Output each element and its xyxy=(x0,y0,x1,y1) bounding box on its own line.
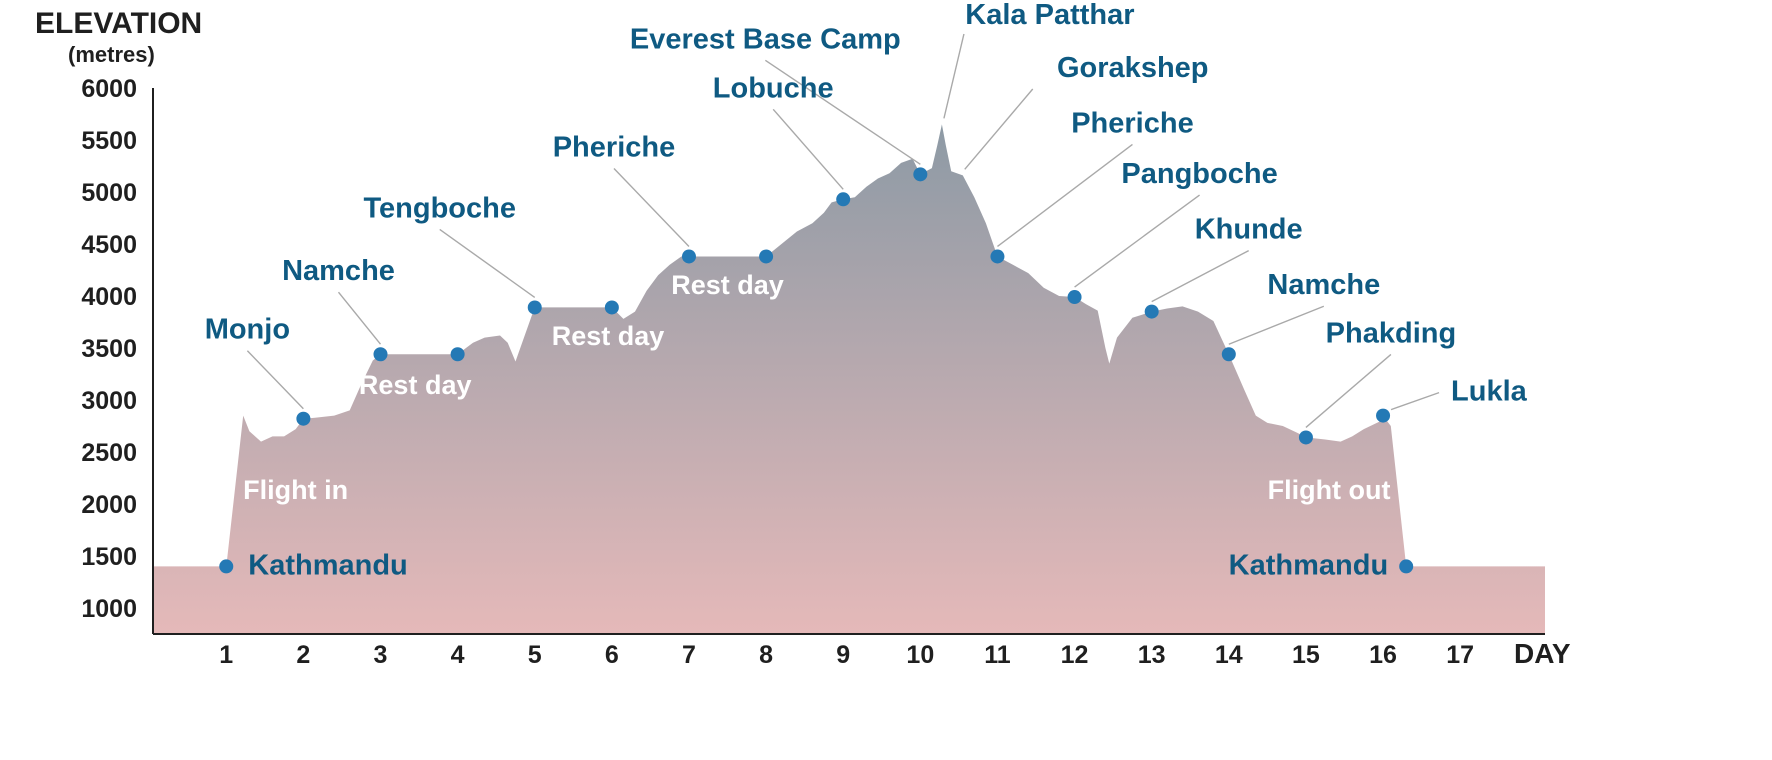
stop-marker xyxy=(374,347,388,361)
x-tick-labels: 1 2 3 4 5 6 7 8 9 10 11 12 13 14 15 16 17 xyxy=(219,641,1474,669)
stop-label: Phakding xyxy=(1326,317,1457,349)
stop-marker xyxy=(451,347,465,361)
x-tick-label: 7 xyxy=(682,641,696,669)
area-annotation: Rest day xyxy=(671,270,784,300)
label-leader-line xyxy=(1391,393,1439,410)
x-tick-label: 8 xyxy=(759,641,773,669)
label-leader-line xyxy=(773,109,843,189)
stop-marker xyxy=(1299,430,1313,444)
y-tick-label: 4500 xyxy=(81,231,137,259)
label-leader-line xyxy=(944,34,964,118)
label-leader-line xyxy=(997,144,1132,246)
stop-marker xyxy=(1145,305,1159,319)
peak-label: Gorakshep xyxy=(1057,52,1209,84)
stop-marker xyxy=(1376,409,1390,423)
x-tick-label: 4 xyxy=(451,641,465,669)
y-tick-label: 4000 xyxy=(81,283,137,311)
stop-label: Kathmandu xyxy=(248,549,408,581)
stop-marker xyxy=(219,559,233,573)
x-tick-label: 13 xyxy=(1138,641,1166,669)
area-annotation: Flight out xyxy=(1268,475,1391,505)
x-tick-label: 16 xyxy=(1369,641,1397,669)
stop-label: Pheriche xyxy=(1071,107,1194,139)
y-tick-label: 6000 xyxy=(81,75,137,103)
stop-marker xyxy=(605,300,619,314)
y-tick-label: 1000 xyxy=(81,595,137,623)
stop-marker xyxy=(759,249,773,263)
label-leader-line xyxy=(1075,195,1200,287)
stop-marker xyxy=(528,300,542,314)
x-tick-label: 1 xyxy=(219,641,233,669)
peak-label: Kala Patthar xyxy=(965,0,1134,31)
x-tick-label: 6 xyxy=(605,641,619,669)
stop-marker xyxy=(682,249,696,263)
stop-marker xyxy=(1399,559,1413,573)
x-tick-label: 9 xyxy=(836,641,850,669)
y-tick-label: 3000 xyxy=(81,387,137,415)
y-axis-unit: (metres) xyxy=(68,42,155,67)
label-leader-line xyxy=(965,89,1033,169)
stop-label: Everest Base Camp xyxy=(630,23,901,55)
stop-marker xyxy=(296,412,310,426)
y-tick-label: 2000 xyxy=(81,491,137,519)
label-leader-line xyxy=(339,292,381,344)
x-tick-label: 3 xyxy=(374,641,388,669)
label-leader-line xyxy=(247,351,303,409)
stop-label: Pheriche xyxy=(553,131,676,163)
x-tick-label: 5 xyxy=(528,641,542,669)
stop-label: Monjo xyxy=(205,314,290,346)
stop-marker xyxy=(913,167,927,181)
y-tick-label: 2500 xyxy=(81,439,137,467)
stop-label: Pangboche xyxy=(1121,158,1277,190)
stop-label: Namche xyxy=(1267,269,1380,301)
x-tick-label: 11 xyxy=(984,641,1011,669)
label-leader-line xyxy=(440,229,535,297)
stop-marker xyxy=(836,192,850,206)
y-tick-label: 3500 xyxy=(81,335,137,363)
x-tick-label: 10 xyxy=(906,641,934,669)
label-leader-line xyxy=(1229,306,1324,344)
x-tick-label: 15 xyxy=(1292,641,1320,669)
x-tick-label: 14 xyxy=(1215,641,1243,669)
stop-label: Namche xyxy=(282,255,395,287)
stop-label: Kathmandu xyxy=(1229,549,1389,581)
y-tick-label: 1500 xyxy=(81,543,137,571)
label-leader-line xyxy=(1152,251,1249,302)
y-tick-labels: 6000 5500 5000 4500 4000 3500 3000 2500 2000 1500… xyxy=(81,75,137,623)
x-tick-label: 2 xyxy=(296,641,310,669)
stop-marker xyxy=(1222,347,1236,361)
label-leader-line xyxy=(614,168,689,246)
y-tick-label: 5500 xyxy=(81,127,137,155)
area-annotation: Rest day xyxy=(552,321,665,351)
area-annotation: Flight in xyxy=(243,475,348,505)
stop-label: Khunde xyxy=(1195,214,1303,246)
stop-marker xyxy=(990,249,1004,263)
stop-label: Tengboche xyxy=(363,192,516,224)
x-tick-label: 12 xyxy=(1061,641,1089,669)
x-axis-title: DAY xyxy=(1514,638,1571,669)
y-tick-label: 5000 xyxy=(81,179,137,207)
stop-label: Lobuche xyxy=(713,72,834,104)
stop-marker xyxy=(1068,290,1082,304)
y-axis-title: ELEVATION xyxy=(35,7,202,40)
area-annotation: Rest day xyxy=(359,370,472,400)
x-tick-label: 17 xyxy=(1446,641,1474,669)
stop-label: Lukla xyxy=(1451,376,1528,408)
